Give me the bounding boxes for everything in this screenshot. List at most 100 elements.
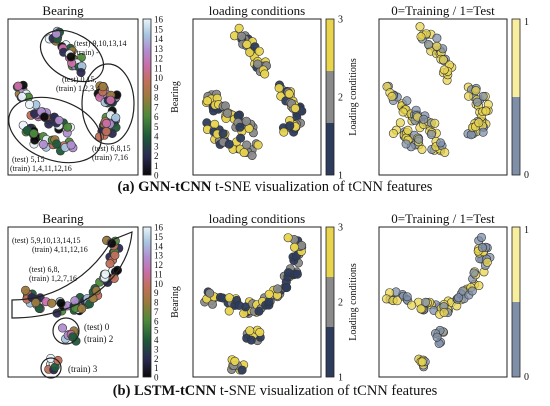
scatter-point bbox=[237, 365, 247, 375]
colorbar-tick: 5 bbox=[154, 122, 159, 132]
colorbar-tick: 3 bbox=[154, 141, 159, 151]
scatter-point bbox=[482, 257, 492, 267]
scatter-point bbox=[109, 273, 119, 283]
scatter-point bbox=[415, 22, 425, 32]
scatter-point bbox=[423, 39, 433, 49]
scatter-point bbox=[234, 23, 244, 33]
chart-b-2: 0=Training / 1=Test 0 1 bbox=[378, 211, 529, 383]
colorbar-seg bbox=[512, 97, 520, 175]
scatter-point bbox=[242, 140, 252, 150]
scatter-point bbox=[264, 297, 274, 307]
colorbar-tick: 1 bbox=[524, 225, 529, 236]
scatter-point bbox=[289, 242, 299, 252]
annotation-text: (test) 0,15, bbox=[62, 75, 96, 84]
scatter-point bbox=[430, 118, 440, 128]
scatter-point bbox=[440, 147, 450, 157]
annotation-text: (train) 7,16 bbox=[92, 153, 128, 162]
scatter-point bbox=[54, 115, 64, 125]
colorbar-tick: 9 bbox=[154, 288, 159, 298]
cluster-outline bbox=[81, 63, 135, 145]
colorbar-bar bbox=[511, 226, 521, 378]
colorbar-tick: 1 bbox=[154, 161, 159, 171]
annotation-text: (train) 1,2,7,16 bbox=[29, 274, 77, 283]
colorbar-label: Bearing bbox=[170, 286, 181, 318]
colorbar-tick: 14 bbox=[154, 34, 164, 44]
scatter-point bbox=[91, 286, 101, 296]
scatter-point bbox=[245, 47, 255, 57]
annotation-text: (test) 0 bbox=[84, 322, 110, 332]
annotations-a: (test) 9,10,13,14(train) -(test) 0,15,(t… bbox=[8, 29, 135, 173]
scatter-point bbox=[402, 292, 412, 302]
scatter-point bbox=[230, 356, 240, 366]
scatter-point bbox=[467, 286, 477, 296]
chart-title: 0=Training / 1=Test bbox=[391, 3, 495, 18]
colorbar-tick: 3 bbox=[338, 15, 343, 26]
chart-b-1: loading conditions 1 2 3 Loading conditions bbox=[192, 211, 359, 384]
scatter-point bbox=[421, 297, 431, 307]
scatter-point bbox=[223, 108, 233, 118]
scatter-point bbox=[392, 296, 402, 306]
colorbar-tick: 8 bbox=[154, 93, 159, 103]
scatter-point bbox=[51, 29, 61, 39]
scatter-point bbox=[474, 118, 484, 128]
scatter-point bbox=[432, 33, 442, 43]
colorbar-tick: 0 bbox=[154, 373, 159, 383]
scatter-point bbox=[247, 151, 257, 161]
colorbar-tick: 8 bbox=[154, 298, 159, 308]
scatter-point bbox=[478, 91, 488, 101]
scatter-point bbox=[202, 96, 212, 106]
scatter-point bbox=[416, 304, 426, 314]
colorbar-tick: 0 bbox=[524, 372, 529, 383]
colorbar-tick: 11 bbox=[154, 269, 163, 279]
colorbar-tick: 1 bbox=[338, 171, 343, 182]
colorbar-seg bbox=[326, 227, 334, 277]
scatter-point bbox=[290, 103, 300, 113]
scatter-point bbox=[66, 52, 76, 62]
scatter-point bbox=[401, 139, 411, 149]
scatter-point bbox=[77, 304, 87, 314]
scatter-point bbox=[224, 139, 234, 149]
caption-b-method: LSTM-tCNN bbox=[134, 383, 217, 399]
scatter-point bbox=[241, 116, 251, 126]
colorbar-bar bbox=[325, 18, 335, 176]
scatter-point bbox=[24, 100, 34, 110]
scatter-point bbox=[274, 83, 284, 93]
chart-title: Bearing bbox=[42, 3, 84, 18]
colorbar-tick: 0 bbox=[154, 171, 159, 181]
scatter-point bbox=[469, 268, 479, 278]
colorbar-tick: 9 bbox=[154, 83, 159, 93]
scatter-point bbox=[38, 139, 48, 149]
scatter-point bbox=[417, 144, 427, 154]
scatter-point bbox=[111, 113, 121, 123]
scatter-point bbox=[472, 97, 482, 107]
scatter-point bbox=[218, 129, 228, 139]
scatter-point bbox=[476, 232, 486, 242]
scatter-point bbox=[110, 250, 120, 260]
scatter-point bbox=[253, 59, 263, 69]
annotation-text: (test) 5,9,10,13,14,15 bbox=[12, 236, 80, 245]
colorbar-tick: 10 bbox=[154, 279, 164, 289]
colorbar-tick: 5 bbox=[154, 326, 159, 336]
scatter-point bbox=[403, 125, 413, 135]
scatter-point bbox=[402, 96, 412, 106]
chart-title: 0=Training / 1=Test bbox=[391, 211, 495, 226]
annotation-text: (train) 1,4,11,12,16 bbox=[10, 164, 72, 173]
scatter-point bbox=[254, 306, 264, 316]
colorbar-label: Bearing bbox=[170, 81, 181, 113]
colorbar-tick: 6 bbox=[154, 316, 159, 326]
scatter-point bbox=[282, 283, 292, 293]
caption-a-method: GNN-tCNN bbox=[138, 179, 212, 195]
scatter-point bbox=[239, 148, 249, 158]
scatter-point bbox=[273, 284, 283, 294]
scatter-point bbox=[439, 307, 449, 317]
annotation-text: (test) 6,8,15 bbox=[92, 144, 130, 153]
annotation-text: (train) - bbox=[74, 48, 99, 57]
colorbar-bar bbox=[142, 18, 152, 176]
scatter-point bbox=[47, 298, 57, 308]
scatter-point bbox=[105, 259, 115, 269]
cluster-outline bbox=[52, 317, 80, 345]
